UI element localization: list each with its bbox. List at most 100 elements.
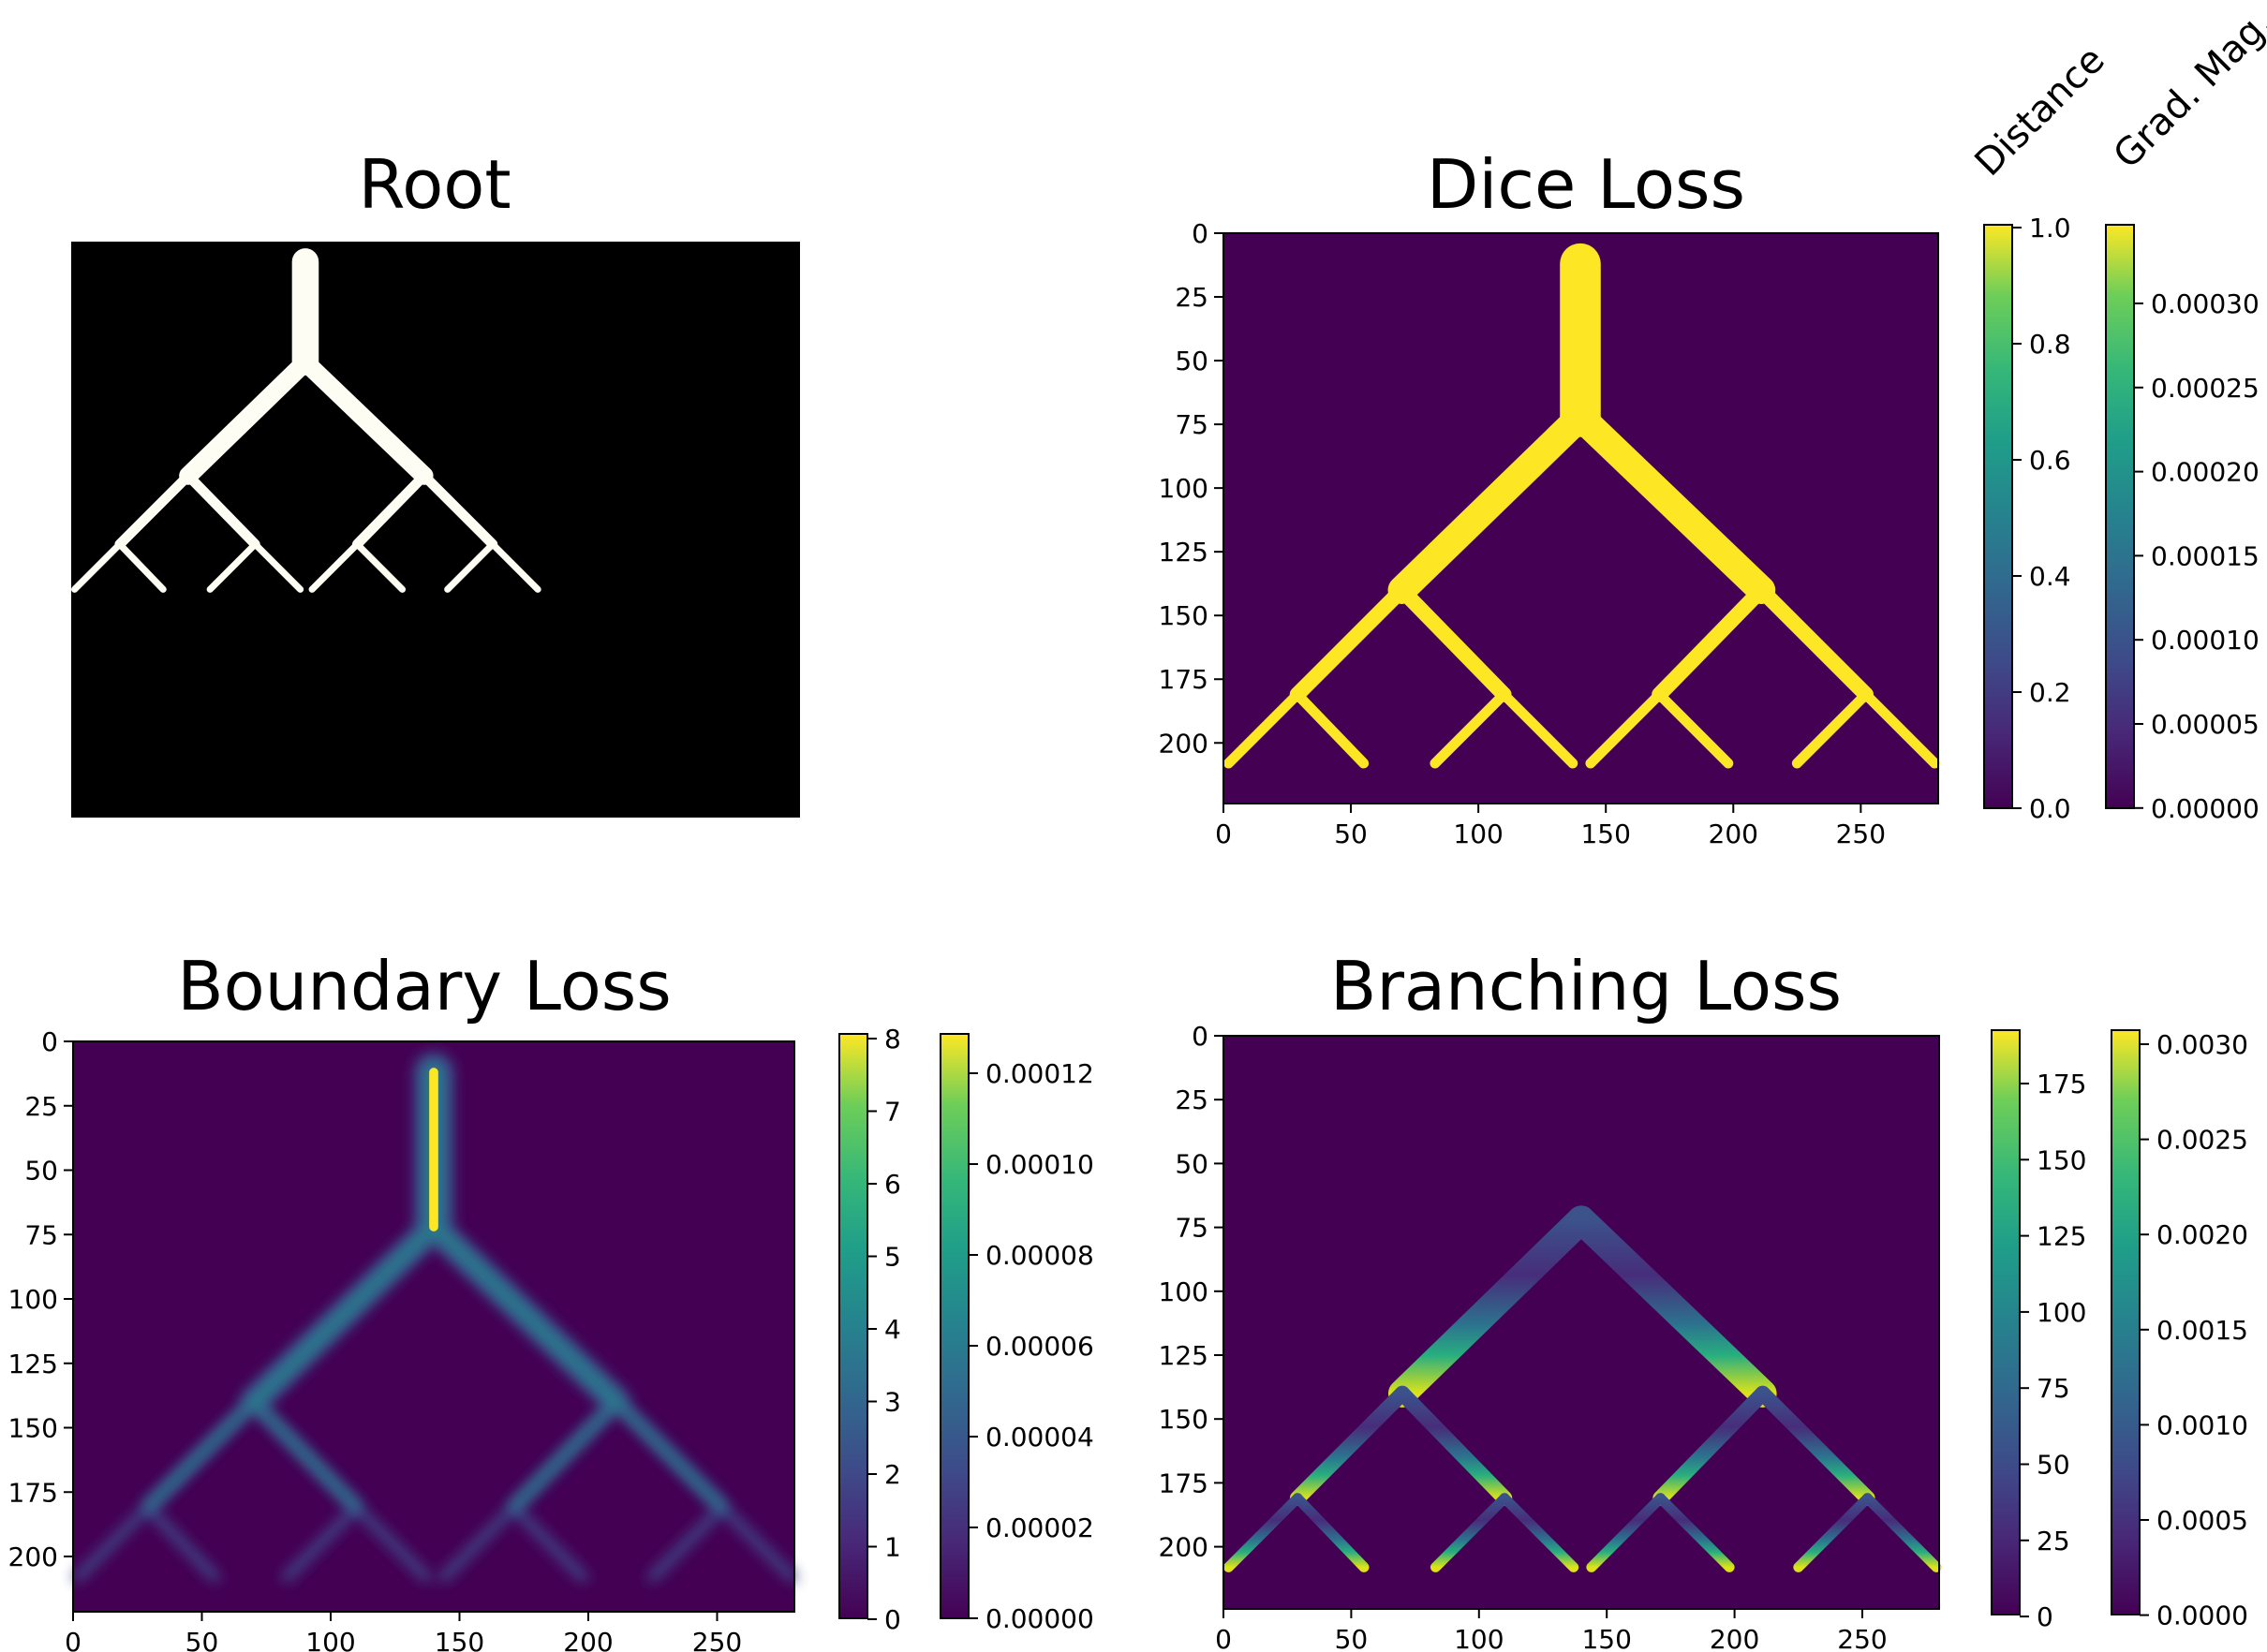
colorbar-tick-label: 0.0010 xyxy=(2156,1409,2248,1440)
x-tick-label: 200 xyxy=(1710,1624,1759,1652)
branching-colorbar-distance xyxy=(1991,1029,2021,1615)
tree-branch xyxy=(1498,689,1578,769)
tree-branch xyxy=(351,470,430,550)
y-tick-label: 200 xyxy=(1159,728,1208,759)
tree-branch xyxy=(248,1397,362,1512)
x-tick-label: 250 xyxy=(1837,1624,1887,1652)
y-tick-label: 200 xyxy=(1159,1532,1208,1563)
y-tick-label: 125 xyxy=(8,1349,58,1379)
x-tick-label: 250 xyxy=(692,1627,742,1652)
y-tick-label: 150 xyxy=(1159,600,1208,631)
colorbar-tick-label: 0.00008 xyxy=(985,1240,1094,1271)
tree-branch xyxy=(143,1397,259,1512)
dice-x-axis: 0 50 100 150 200 250 xyxy=(1215,804,1886,849)
root-tree xyxy=(71,248,541,593)
tree-branch xyxy=(509,1397,621,1512)
colorbar-tick-label: 125 xyxy=(2037,1221,2086,1252)
colorbar-tick-label: 0.00010 xyxy=(985,1149,1094,1180)
tree-branch xyxy=(1754,582,1874,702)
tree-branch xyxy=(1652,1385,1771,1506)
y-tick-label: 50 xyxy=(1175,1148,1208,1179)
dice-colorbar-distance xyxy=(1983,224,2013,809)
colorbar-tick-label: 50 xyxy=(2037,1450,2070,1481)
colorbar-tick-label: 0.00030 xyxy=(2151,288,2260,319)
colorbar-tick-label: 0.0005 xyxy=(2156,1505,2248,1536)
colorbar-tick-label: 0.0015 xyxy=(2156,1315,2248,1346)
tree-branch xyxy=(183,470,260,550)
y-tick-label: 175 xyxy=(1159,664,1208,695)
y-tick-label: 150 xyxy=(8,1413,58,1444)
tree-branch xyxy=(281,1502,362,1583)
y-tick-label: 125 xyxy=(1159,1340,1208,1371)
tree-branch xyxy=(245,1218,442,1410)
y-tick-label: 50 xyxy=(24,1156,58,1187)
boundary-colorbar-distance-ticks: 8 7 6 5 4 3 2 1 0 xyxy=(867,1024,901,1635)
colorbar-tick-label: 0.00010 xyxy=(2151,625,2260,656)
tree-branch xyxy=(1430,689,1509,769)
tree-branch xyxy=(1394,1385,1513,1506)
tree-branch xyxy=(444,540,496,593)
tree-branch xyxy=(1793,1493,1873,1572)
tree-branch xyxy=(1566,402,1776,604)
tree-branch xyxy=(116,540,167,593)
boundary-y-axis: 0 25 50 75 100 125 150 175 200 xyxy=(8,1026,73,1572)
y-tick-label: 25 xyxy=(24,1091,58,1122)
colorbar-tick-label: 0.00020 xyxy=(2151,457,2260,488)
dice-colorbar-gradmag-label: Grad. Mag. xyxy=(2106,1,2267,177)
boundary-title: Boundary Loss xyxy=(177,947,672,1025)
colorbar-tick-label: 0 xyxy=(884,1604,901,1635)
x-tick-label: 100 xyxy=(1453,819,1503,849)
y-tick-label: 175 xyxy=(1159,1468,1208,1498)
y-tick-label: 125 xyxy=(1159,537,1208,568)
x-tick-label: 250 xyxy=(1836,819,1886,849)
colorbar-tick-label: 0 xyxy=(2037,1601,2053,1632)
branching-tree xyxy=(1223,1045,1942,1572)
tree-branch xyxy=(717,1502,797,1583)
colorbar-tick-label: 25 xyxy=(2037,1526,2070,1556)
x-tick-label: 0 xyxy=(1215,819,1232,849)
y-tick-label: 0 xyxy=(41,1026,58,1057)
tree-branch xyxy=(1394,582,1512,702)
colorbar-tick-label: 6 xyxy=(884,1169,901,1200)
y-tick-label: 75 xyxy=(1175,409,1208,440)
colorbar-tick-label: 2 xyxy=(884,1459,901,1490)
y-tick-label: 0 xyxy=(1192,218,1208,249)
colorbar-tick-label: 0.00000 xyxy=(985,1603,1094,1634)
tree-branch xyxy=(1791,689,1872,769)
x-tick-label: 200 xyxy=(1709,819,1758,849)
colorbar-tick-label: 0.00012 xyxy=(985,1058,1094,1089)
tree-branch xyxy=(1430,1493,1510,1572)
x-tick-label: 200 xyxy=(563,1627,613,1652)
tree-branch xyxy=(1860,689,1940,769)
dice-tree xyxy=(1223,243,1940,769)
tree-branch xyxy=(612,1397,727,1512)
y-tick-label: 50 xyxy=(1175,346,1208,376)
branching-panel: Branching Loss 0 50 100 150 200 250 025507510… xyxy=(1159,947,2248,1652)
tree-branch xyxy=(308,540,361,593)
branching-x-axis: 0 50 100 150 200 250 xyxy=(1215,1609,1888,1652)
colorbar-tick-label: 0.00002 xyxy=(985,1512,1094,1543)
colorbar-tick-label: 8 xyxy=(884,1024,901,1055)
tree-branch xyxy=(1653,689,1734,769)
boundary-colorbar-distance xyxy=(838,1033,868,1619)
y-tick-label: 175 xyxy=(8,1477,58,1508)
y-tick-label: 100 xyxy=(8,1284,58,1315)
tree-branch xyxy=(1223,689,1303,769)
y-tick-label: 100 xyxy=(1159,1276,1208,1307)
x-tick-label: 50 xyxy=(1335,1624,1369,1652)
tree-branch xyxy=(251,540,304,593)
tree-branch xyxy=(142,1502,220,1583)
dice-colorbar-gradmag xyxy=(2105,224,2135,809)
tree-branch xyxy=(296,352,434,485)
colorbar-tick-label: 0.8 xyxy=(2029,329,2071,360)
colorbar-tick-label: 0.0025 xyxy=(2156,1125,2248,1156)
colorbar-tick-label: 0.00015 xyxy=(2151,540,2260,571)
colorbar-tick-label: 0.4 xyxy=(2029,561,2071,592)
x-tick-label: 0 xyxy=(65,1627,81,1652)
tree-branch xyxy=(438,1502,519,1583)
tree-branch xyxy=(1289,582,1410,702)
colorbar-tick-label: 0.00005 xyxy=(2151,709,2260,740)
dice-y-axis: 0 25 50 75 100 125 150 175 200 xyxy=(1159,218,1223,759)
x-tick-label: 150 xyxy=(1580,819,1630,849)
